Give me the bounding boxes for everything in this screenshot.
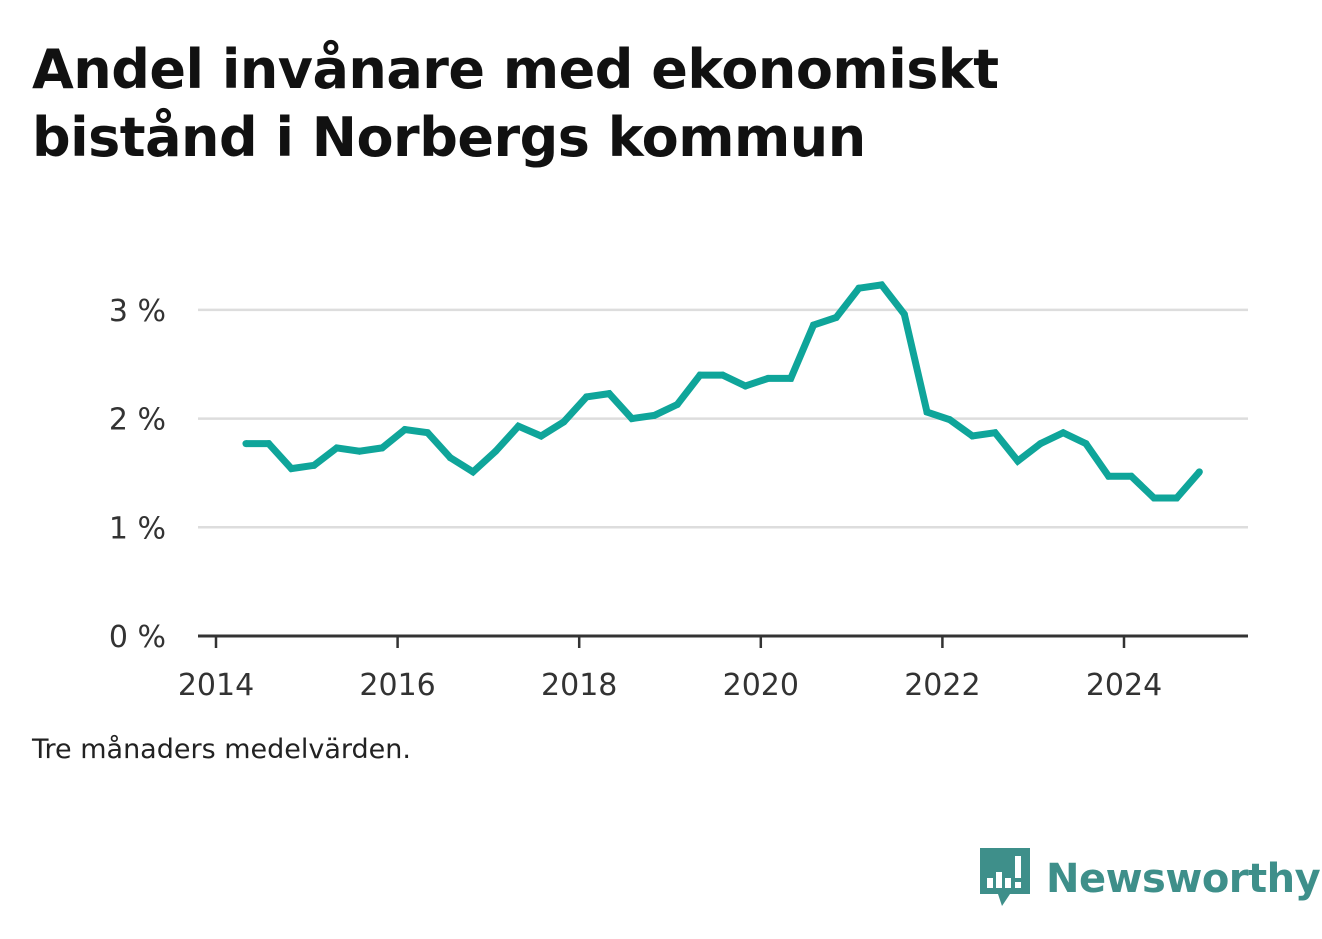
data-point (333, 444, 341, 452)
data-point (923, 408, 931, 416)
y-axis-tick-labels: 0 % 1 % 2 % 3 % (109, 294, 166, 655)
series-line (246, 281, 1203, 502)
data-point (628, 415, 636, 423)
data-point (741, 382, 749, 390)
data-point (355, 447, 363, 455)
x-tick-label: 2024 (1086, 668, 1162, 703)
brand-name: Newsworthy (1046, 856, 1321, 902)
data-point (560, 418, 568, 426)
chart-title-line-2: bistånd i Norbergs kommun (32, 106, 866, 169)
data-point (401, 425, 409, 433)
y-tick-label: 3 % (109, 294, 166, 329)
data-point (242, 440, 250, 448)
x-tick-label: 2016 (359, 668, 435, 703)
y-tick-label: 1 % (109, 511, 166, 546)
data-point (287, 465, 295, 473)
y-tick-label: 0 % (109, 620, 166, 655)
newsworthy-logo-icon (980, 848, 1030, 906)
data-point (991, 429, 999, 437)
data-point (1105, 472, 1113, 480)
data-point (1082, 440, 1090, 448)
data-point (446, 454, 454, 462)
data-point (1173, 494, 1181, 502)
data-point (537, 432, 545, 440)
x-tick-label: 2014 (178, 668, 254, 703)
data-point (492, 447, 500, 455)
data-point (787, 374, 795, 382)
data-point (855, 284, 863, 292)
x-axis: 2014 2016 2018 2020 2022 2024 (178, 634, 1248, 703)
data-point (764, 374, 772, 382)
data-point (809, 321, 817, 329)
data-point (1127, 472, 1135, 480)
data-point (673, 400, 681, 408)
data-point (696, 371, 704, 379)
data-point (265, 440, 273, 448)
x-tick-label: 2020 (723, 668, 799, 703)
data-point (1195, 468, 1203, 476)
data-point (514, 422, 522, 430)
series-layer (242, 281, 1203, 502)
x-tick-label: 2018 (541, 668, 617, 703)
data-point (832, 314, 840, 322)
brand-logo: Newsworthy (980, 848, 1321, 910)
data-point (1150, 494, 1158, 502)
data-point (310, 461, 318, 469)
x-tick-label: 2022 (904, 668, 980, 703)
data-point (878, 281, 886, 289)
data-point (378, 444, 386, 452)
y-tick-label: 2 % (109, 403, 166, 438)
chart-note: Tre månaders medelvärden. (32, 734, 411, 765)
data-point (651, 411, 659, 419)
data-point (1036, 440, 1044, 448)
data-point (719, 371, 727, 379)
data-point (1014, 457, 1022, 465)
data-point (900, 310, 908, 318)
data-point (582, 393, 590, 401)
data-point (946, 416, 954, 424)
data-point (469, 468, 477, 476)
chart-title: Andel invånare med ekonomiskt bistånd i … (32, 36, 1232, 172)
gridlines (198, 308, 1248, 529)
data-point (968, 432, 976, 440)
data-point (1059, 429, 1067, 437)
data-point (605, 390, 613, 398)
chart-title-line-1: Andel invånare med ekonomiskt (32, 38, 999, 101)
data-point (424, 429, 432, 437)
